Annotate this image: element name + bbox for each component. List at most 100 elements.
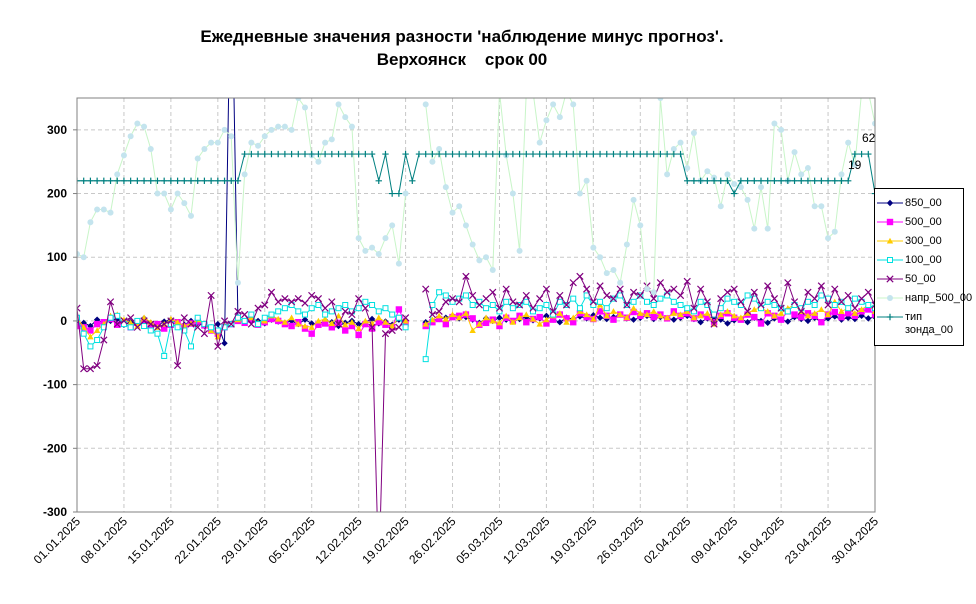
marker [724,308,731,314]
marker [435,307,443,315]
marker [134,120,141,127]
marker [214,177,222,184]
marker [248,150,255,158]
x-tick-label: 29.01.2025 [219,514,272,567]
marker [838,313,845,321]
marker [757,320,765,327]
marker [530,89,536,95]
marker [563,150,570,158]
marker [120,316,128,323]
marker [334,320,343,328]
marker [308,150,315,158]
marker [825,235,832,242]
marker [576,150,584,158]
marker [228,177,235,184]
legend-label: тип зонда_00 [905,311,954,336]
marker [154,177,161,184]
marker [274,315,282,322]
marker [542,285,551,293]
marker [153,323,162,331]
marker [207,291,215,300]
marker [462,292,469,299]
marker [724,171,731,178]
marker [248,311,255,318]
marker [489,288,497,296]
marker [831,285,839,293]
marker [556,318,564,326]
marker [469,241,476,248]
marker [771,312,778,319]
marker [469,291,477,300]
marker [757,177,765,184]
marker [335,305,342,312]
marker [328,320,336,327]
marker [274,150,282,158]
marker [107,314,114,321]
marker [871,190,875,197]
marker [429,150,436,158]
marker [522,291,530,300]
marker [127,133,134,140]
marker [865,315,872,322]
chart-title: Ежедневные значения разности 'наблюдение… [200,27,723,46]
marker [114,171,121,178]
marker [630,316,637,323]
marker [362,298,369,305]
marker [449,311,456,318]
marker [677,311,684,318]
marker [315,158,322,165]
marker [87,219,94,226]
marker [321,150,329,158]
marker [564,89,570,95]
marker [610,308,617,314]
marker [865,150,872,158]
marker [603,270,610,277]
marker [523,89,529,95]
marker [663,150,671,158]
marker [335,312,342,319]
marker [228,133,235,140]
x-tick-label: 12.02.2025 [312,514,365,567]
marker [596,150,604,158]
marker [100,177,108,184]
marker [784,177,792,184]
marker [650,295,658,303]
marker [824,177,832,184]
marker [583,311,590,318]
marker [730,312,738,319]
marker [677,139,684,146]
legend-symbol [877,313,903,321]
legend-label: 850_00 [905,197,942,209]
marker [697,285,705,293]
marker [375,308,382,315]
marker [261,150,268,158]
marker [368,315,376,323]
marker [355,305,362,312]
marker [603,150,610,158]
marker [697,298,704,305]
marker [818,318,825,326]
marker [234,307,242,315]
marker [502,285,510,293]
marker [241,310,249,319]
marker [790,298,799,306]
marker [791,311,798,318]
legend-symbol [877,199,903,207]
marker [664,171,671,178]
marker [348,318,356,325]
marker [751,306,758,313]
marker [717,316,724,323]
marker [838,177,845,184]
marker [247,320,255,328]
marker [120,177,128,184]
marker [623,301,631,309]
marker [442,150,450,158]
marker [562,301,571,309]
marker [886,218,894,226]
marker [267,288,276,296]
marker [549,316,557,323]
marker [603,312,610,319]
marker [623,314,631,321]
marker [597,254,604,261]
marker [483,254,490,261]
